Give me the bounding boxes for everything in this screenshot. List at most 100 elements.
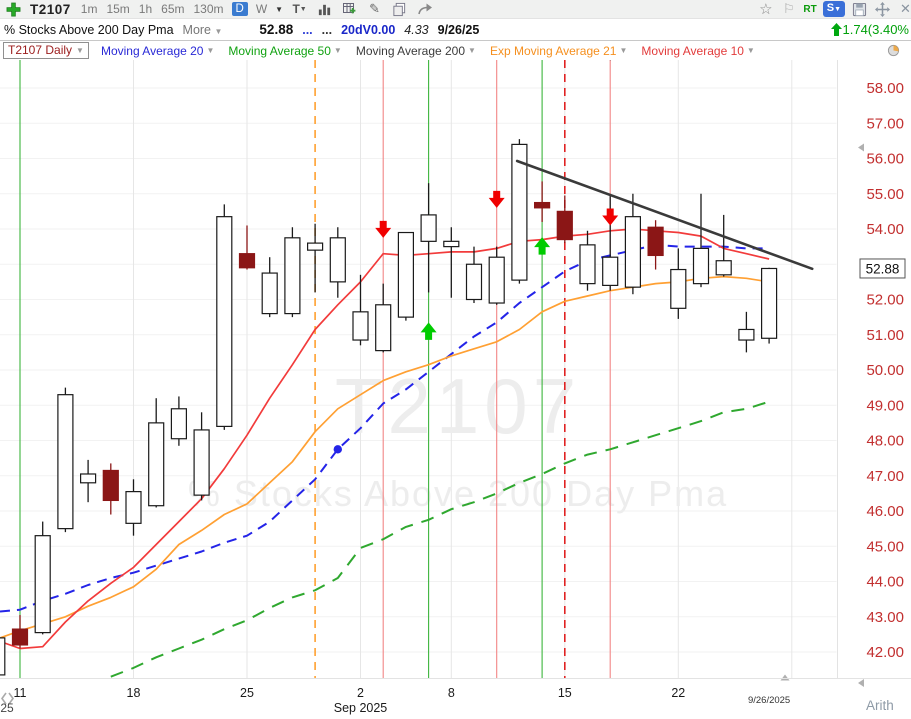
clipped-year-label: 2025 — [0, 701, 14, 715]
indicator-exp-moving-average-21[interactable]: Exp Moving Average 21 ▼ — [489, 43, 628, 58]
bar-chart-icon[interactable] — [316, 1, 333, 17]
pan-scroll-icon[interactable] — [1, 692, 14, 705]
candle-8/18 — [125, 479, 142, 536]
timeframe-15m-button[interactable]: 15m — [106, 2, 130, 16]
timeframe-group: 1m 15m 1h 65m 130m — [81, 2, 224, 16]
indicator-list: Moving Average 20 ▼ Moving Average 50 ▼ Movi… — [101, 44, 755, 58]
x-tick-label: 25 — [240, 686, 254, 700]
scale-button[interactable]: S▼ — [822, 1, 845, 17]
last-price: 52.88 — [259, 22, 294, 37]
candle-9/8 — [443, 227, 460, 298]
close-icon[interactable]: ✕ — [900, 1, 911, 17]
candle-9/12 — [533, 181, 551, 222]
drawn-trendline[interactable] — [515, 159, 814, 271]
y-tick-label: 45.00 — [866, 538, 904, 555]
last-price-box: 52.88 — [859, 258, 906, 279]
pie-icon[interactable] — [885, 43, 902, 59]
candle-9/11 — [511, 139, 528, 284]
favorite-star-icon[interactable]: ☆ — [759, 0, 773, 18]
symbol-title: T2107 — [30, 1, 71, 17]
axis-collapse-left-icon[interactable] — [858, 143, 864, 152]
candle-8/29 — [329, 227, 346, 298]
timeframe-weekly-button[interactable]: W — [255, 2, 268, 16]
move-icon[interactable] — [874, 1, 891, 17]
y-tick-label: 43.00 — [866, 609, 904, 626]
candle-8/8 — [0, 637, 6, 676]
candle-8/26 — [261, 257, 278, 318]
table-add-icon[interactable] — [341, 1, 358, 17]
copy-chart-icon[interactable] — [391, 1, 408, 17]
timeframe-1m-button[interactable]: 1m — [80, 2, 98, 16]
share-icon[interactable] — [416, 1, 433, 17]
indicator-moving-average-200[interactable]: Moving Average 200 ▼ — [355, 43, 476, 58]
timeframe-daily-button[interactable]: D — [231, 2, 248, 16]
watermark-name: % Stocks Above 200 Day Pma — [188, 473, 728, 514]
extra-value: 4.33 — [404, 22, 429, 37]
candle-9/23 — [692, 193, 710, 288]
y-tick-label: 51.00 — [866, 327, 904, 344]
timeframe-1h-button[interactable]: 1h — [138, 2, 153, 16]
horizontal-gridlines — [0, 87, 837, 653]
candle-8/19 — [148, 398, 165, 508]
add-symbol-icon[interactable] — [5, 1, 22, 17]
down-arrow-marker — [488, 190, 505, 208]
plot-borders — [0, 60, 911, 679]
candle-8/27 — [284, 227, 301, 318]
y-tick-label: 57.00 — [866, 115, 904, 132]
candle-8/20 — [170, 396, 187, 446]
candle-8/22 — [216, 204, 233, 430]
x-tick-label: 11 — [14, 686, 27, 700]
down-arrow-marker — [375, 220, 392, 238]
titlebar: T2107 1m 15m 1h 65m 130m D W ▼ T ▼ ✎ ☆ ⚐ RT S… — [0, 0, 911, 19]
candle-9/22 — [670, 248, 687, 319]
up-arrow-icon — [830, 23, 842, 36]
price-chart[interactable]: T2107 % Stocks Above 200 Day Pma 42.00 43.0… — [0, 60, 911, 719]
y-tick-label: 42.00 — [866, 644, 904, 661]
candle-9/10 — [488, 246, 505, 305]
template-icon[interactable]: T ▼ — [292, 2, 307, 16]
candle-9/15 — [556, 195, 573, 244]
y-tick-label: 46.00 — [866, 503, 904, 520]
pencil-icon[interactable]: ✎ — [369, 1, 381, 17]
timeframe-dropdown-icon[interactable]: ▼ — [275, 4, 284, 14]
candle-8/12 — [34, 521, 51, 635]
ask-placeholder: ... — [321, 22, 333, 37]
y-tick-label: 56.00 — [866, 151, 904, 168]
indicator-bar: T2107 Daily ▼ Moving Average 20 ▼ Moving Av… — [0, 41, 911, 60]
scale-mode-label[interactable]: Arith — [866, 698, 894, 713]
axis-collapse-left-icon-bottom[interactable] — [858, 679, 864, 687]
axis-expand-up-icon[interactable] — [780, 674, 790, 681]
x-tick-label: 18 — [127, 686, 141, 700]
quote-date: 9/26/25 — [437, 22, 480, 37]
event-lines[interactable] — [19, 60, 615, 678]
y-tick-label: 54.00 — [866, 221, 904, 238]
candle-8/21 — [193, 412, 210, 501]
date-axis: 11 18 25 2 8 15 22 Sep 2025 9/26/2025 Arith 2025 — [0, 674, 894, 715]
realtime-badge: RT — [803, 3, 817, 15]
candle-9/4 — [397, 231, 414, 321]
indicator-moving-average-20[interactable]: Moving Average 20 ▼ — [100, 43, 215, 58]
y-tick-label: 52.00 — [866, 292, 904, 309]
timeframe-130m-button[interactable]: 130m — [193, 2, 224, 16]
y-tick-label: 49.00 — [866, 397, 904, 414]
watermark-symbol: T2107 — [335, 362, 581, 450]
candles-layer — [0, 139, 778, 676]
symbol-period-dropdown[interactable]: T2107 Daily ▼ — [3, 42, 89, 59]
candle-9/24 — [715, 214, 732, 277]
ma20-marker-dot[interactable] — [333, 445, 342, 454]
y-tick-label: 50.00 — [866, 362, 904, 379]
flag-icon[interactable]: ⚐ — [783, 1, 795, 17]
candle-9/5 — [420, 183, 437, 293]
volume-value: 20dV0.00 — [341, 22, 396, 37]
save-icon[interactable] — [851, 1, 868, 17]
more-button[interactable]: More ▼ — [182, 22, 223, 37]
y-tick-label: 44.00 — [866, 574, 904, 591]
candle-9/16 — [579, 230, 596, 291]
y-tick-label: 55.00 — [866, 186, 904, 203]
month-label: Sep 2025 — [334, 701, 388, 715]
candle-9/26 — [760, 267, 778, 344]
svg-text:52.88: 52.88 — [866, 261, 900, 276]
timeframe-65m-button[interactable]: 65m — [161, 2, 185, 16]
indicator-moving-average-10[interactable]: Moving Average 10 ▼ — [641, 43, 755, 58]
indicator-moving-average-50[interactable]: Moving Average 50 ▼ — [228, 43, 342, 58]
